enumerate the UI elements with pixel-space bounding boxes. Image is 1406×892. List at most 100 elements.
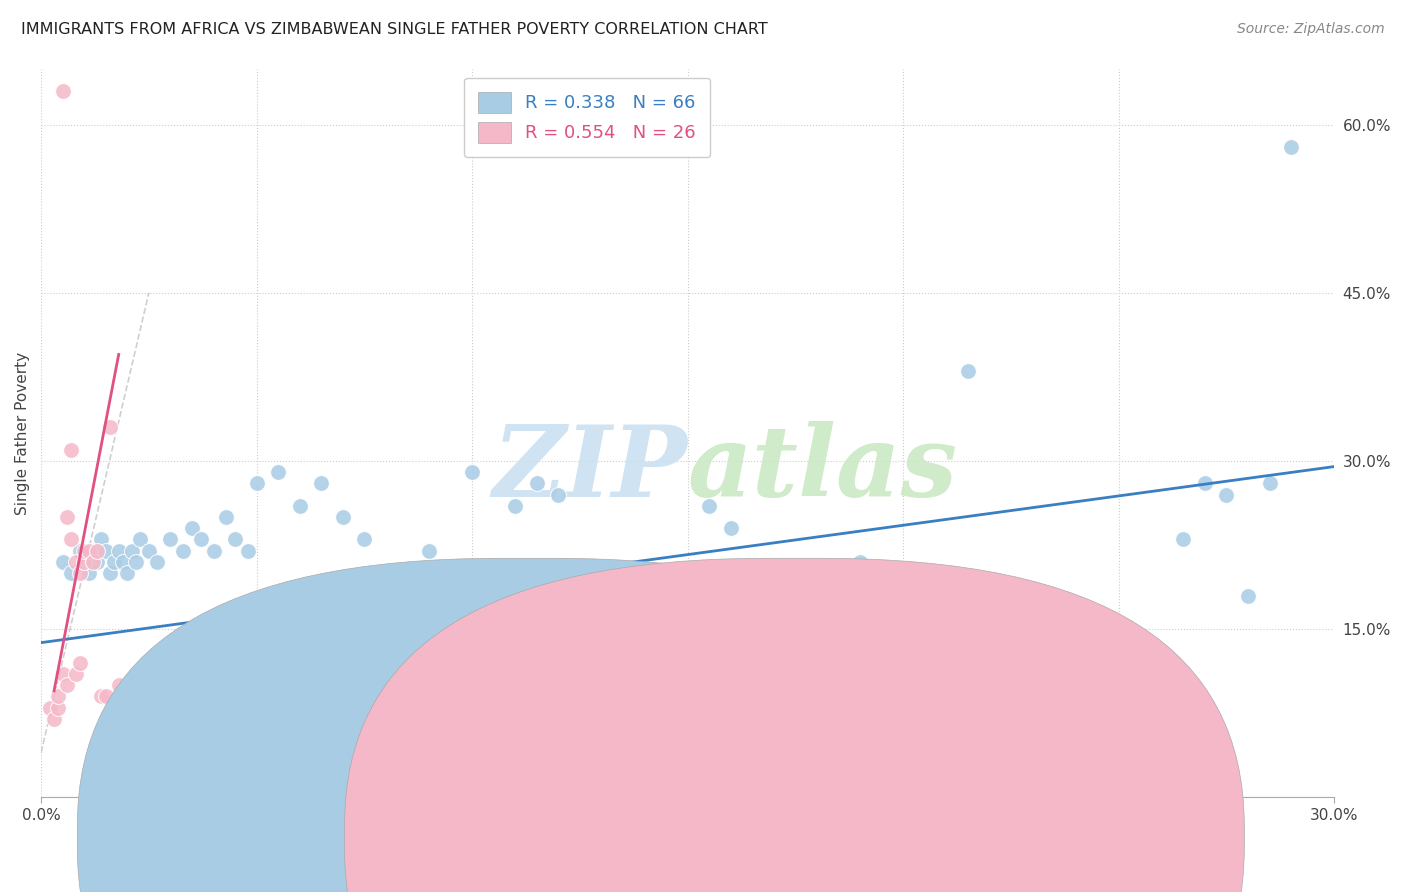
Point — [439, 589, 461, 603]
Text: ZIP: ZIP — [492, 421, 688, 517]
Point — [612, 667, 634, 681]
Point — [762, 599, 785, 614]
Point — [353, 533, 375, 547]
Point — [288, 499, 311, 513]
Point — [1129, 644, 1152, 658]
Point — [52, 667, 75, 681]
Point — [591, 611, 613, 625]
Point — [741, 589, 763, 603]
Point — [73, 555, 96, 569]
Point — [1237, 589, 1260, 603]
Point — [246, 476, 269, 491]
Point — [86, 543, 108, 558]
Point — [77, 543, 100, 558]
Point — [82, 543, 104, 558]
Point — [979, 589, 1001, 603]
Text: Source: ZipAtlas.com: Source: ZipAtlas.com — [1237, 22, 1385, 37]
Point — [891, 611, 914, 625]
Point — [90, 533, 112, 547]
Point — [633, 589, 655, 603]
Point — [138, 543, 160, 558]
Point — [98, 420, 121, 434]
Point — [1194, 476, 1216, 491]
Point — [73, 543, 96, 558]
Point — [482, 577, 505, 591]
Point — [159, 533, 181, 547]
Point — [107, 678, 129, 692]
Point — [117, 690, 139, 704]
Point — [103, 700, 125, 714]
Point — [935, 633, 957, 648]
Text: Zimbabweans: Zimbabweans — [832, 830, 939, 845]
Point — [77, 566, 100, 580]
Point — [98, 566, 121, 580]
Point — [42, 712, 65, 726]
Point — [56, 510, 79, 524]
Point — [202, 543, 225, 558]
Point — [94, 543, 117, 558]
Y-axis label: Single Father Poverty: Single Father Poverty — [15, 351, 30, 515]
Point — [1173, 533, 1195, 547]
Point — [69, 566, 91, 580]
Point — [503, 499, 526, 513]
Point — [461, 465, 484, 479]
Point — [60, 533, 83, 547]
Point — [111, 700, 134, 714]
Point — [48, 690, 70, 704]
Point — [374, 633, 396, 648]
Point — [1279, 140, 1302, 154]
Point — [107, 543, 129, 558]
Text: IMMIGRANTS FROM AFRICA VS ZIMBABWEAN SINGLE FATHER POVERTY CORRELATION CHART: IMMIGRANTS FROM AFRICA VS ZIMBABWEAN SIN… — [21, 22, 768, 37]
Point — [190, 533, 212, 547]
Point — [52, 555, 75, 569]
Point — [849, 555, 872, 569]
Point — [48, 700, 70, 714]
Point — [267, 465, 290, 479]
Point — [1215, 488, 1237, 502]
Point — [65, 667, 87, 681]
Point — [56, 678, 79, 692]
Point — [1258, 476, 1281, 491]
Point — [697, 499, 720, 513]
Point — [418, 543, 440, 558]
Point — [38, 700, 60, 714]
Point — [396, 644, 419, 658]
Text: Immigrants from Africa: Immigrants from Africa — [565, 830, 742, 845]
Point — [172, 543, 194, 558]
Point — [129, 533, 152, 547]
Point — [125, 555, 148, 569]
Point — [806, 577, 828, 591]
Legend: R = 0.338   N = 66, R = 0.554   N = 26: R = 0.338 N = 66, R = 0.554 N = 26 — [464, 78, 710, 157]
Point — [94, 690, 117, 704]
Point — [69, 543, 91, 558]
Point — [181, 521, 204, 535]
Point — [1085, 633, 1108, 648]
Point — [236, 543, 259, 558]
Point — [111, 555, 134, 569]
Point — [547, 488, 569, 502]
Point — [103, 555, 125, 569]
Point — [146, 555, 169, 569]
Point — [90, 690, 112, 704]
Point — [69, 656, 91, 670]
Point — [52, 84, 75, 98]
Point — [526, 476, 548, 491]
Point — [956, 364, 979, 378]
Point — [60, 442, 83, 457]
Text: atlas: atlas — [688, 421, 957, 517]
Point — [65, 555, 87, 569]
Point — [117, 566, 139, 580]
Point — [224, 533, 246, 547]
Point — [1043, 599, 1066, 614]
Point — [215, 510, 238, 524]
Point — [720, 521, 742, 535]
Point — [82, 555, 104, 569]
Point — [311, 476, 333, 491]
Point — [655, 622, 678, 636]
Point — [60, 566, 83, 580]
Point — [86, 555, 108, 569]
Point — [332, 510, 354, 524]
Point — [568, 599, 591, 614]
Point — [121, 543, 143, 558]
Point — [73, 555, 96, 569]
